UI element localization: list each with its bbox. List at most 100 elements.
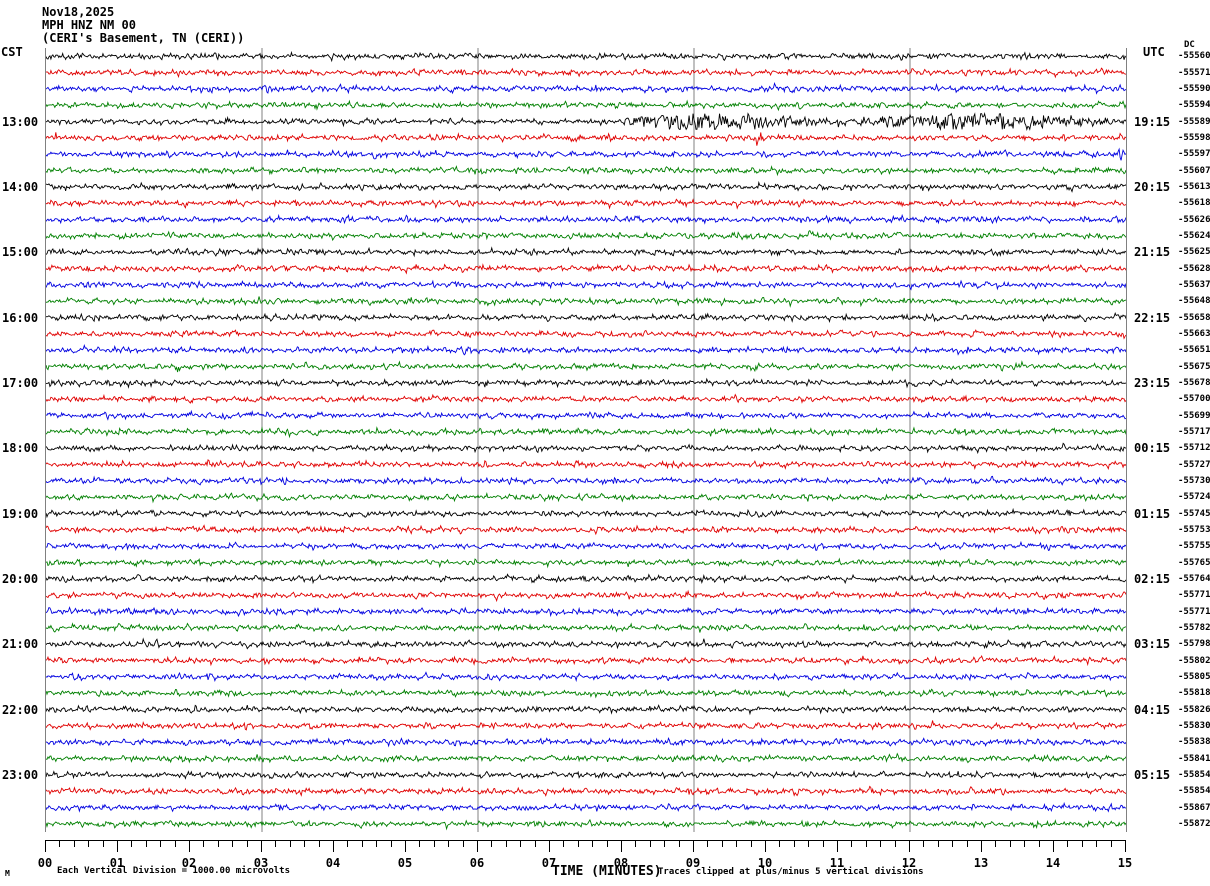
x-tick-minor (304, 841, 305, 847)
dc-value-45: -55854 (1178, 786, 1210, 797)
seismic-trace-14 (46, 279, 1126, 291)
seismic-trace-21 (46, 393, 1126, 404)
x-tick-minor (1067, 841, 1068, 847)
x-tick-minor (160, 841, 161, 847)
right-time-label-2: 21:15 (1134, 245, 1171, 260)
seismic-trace-24 (46, 442, 1126, 455)
dc-value-43: -55841 (1178, 753, 1210, 764)
x-tick-minor (938, 841, 939, 847)
dc-value-11: -55624 (1178, 230, 1210, 241)
dc-value-40: -55826 (1178, 704, 1210, 715)
x-tick-label: 04 (325, 856, 341, 870)
scale-footnote: Each Vertical Division = 1000.00 microvo… (57, 866, 290, 876)
seismic-trace-30 (46, 540, 1126, 552)
x-tick-major (837, 841, 838, 852)
seismic-trace-15 (46, 296, 1126, 308)
x-tick-minor (535, 841, 536, 847)
dc-value-13: -55628 (1178, 263, 1210, 274)
corner-mark: M (5, 869, 10, 878)
seismogram-traces (46, 48, 1126, 832)
x-tick-label: 05 (397, 856, 413, 870)
x-tick-minor (131, 841, 132, 847)
seismic-trace-6 (46, 147, 1126, 161)
dc-value-28: -55745 (1178, 508, 1210, 519)
x-tick-major (981, 841, 982, 852)
seismic-trace-1 (46, 67, 1126, 79)
seismic-trace-40 (46, 704, 1126, 716)
x-tick-label: 02 (181, 856, 197, 870)
header-date: Nov18,2025 (42, 5, 115, 19)
seismic-trace-16 (46, 311, 1126, 323)
dc-value-32: -55764 (1178, 573, 1210, 584)
seismic-trace-26 (46, 475, 1126, 486)
x-tick-minor (520, 841, 521, 847)
right-time-label-6: 01:15 (1134, 506, 1171, 521)
x-tick-minor (866, 841, 867, 847)
seismic-trace-12 (46, 246, 1126, 258)
x-tick-major (549, 841, 550, 852)
dc-value-33: -55771 (1178, 590, 1210, 601)
dc-value-6: -55597 (1178, 149, 1210, 160)
seismic-trace-38 (46, 671, 1126, 683)
dc-value-23: -55717 (1178, 426, 1210, 437)
x-tick-major (45, 841, 46, 852)
x-tick-minor (347, 841, 348, 847)
seismic-trace-36 (46, 637, 1126, 650)
dc-value-20: -55678 (1178, 377, 1210, 388)
seismic-trace-7 (46, 165, 1126, 177)
x-tick-minor (578, 841, 579, 847)
left-time-label-1: 14:00 (2, 179, 39, 194)
x-tick-minor (146, 841, 147, 847)
seismic-trace-45 (46, 785, 1126, 797)
right-time-label-1: 20:15 (1134, 179, 1171, 194)
seismic-trace-5 (46, 132, 1126, 146)
x-tick-label: 12 (901, 856, 917, 870)
dc-value-16: -55658 (1178, 312, 1210, 323)
x-tick-major (621, 841, 622, 852)
x-tick-minor (808, 841, 809, 847)
seismic-trace-23 (46, 426, 1126, 439)
x-tick-minor (74, 841, 75, 847)
x-tick-minor (290, 841, 291, 847)
x-tick-minor (1039, 841, 1040, 847)
dc-value-36: -55798 (1178, 639, 1210, 650)
seismic-trace-11 (46, 230, 1126, 242)
x-tick-label: 09 (685, 856, 701, 870)
x-tick-minor (751, 841, 752, 847)
x-tick-minor (463, 841, 464, 847)
left-time-label-10: 23:00 (2, 767, 39, 782)
seismic-trace-13 (46, 263, 1126, 275)
x-tick-major (1053, 841, 1054, 852)
dc-value-7: -55607 (1178, 165, 1210, 176)
x-tick-minor (275, 841, 276, 847)
seismic-trace-25 (46, 459, 1126, 471)
dc-value-19: -55675 (1178, 361, 1210, 372)
dc-value-5: -55598 (1178, 132, 1210, 143)
dc-value-18: -55651 (1178, 345, 1210, 356)
x-tick-minor (203, 841, 204, 847)
seismic-trace-27 (46, 492, 1126, 504)
x-tick-minor (175, 841, 176, 847)
dc-value-42: -55838 (1178, 737, 1210, 748)
x-tick-major (405, 841, 406, 852)
right-time-label-8: 03:15 (1134, 637, 1171, 652)
x-tick-label: 00 (37, 856, 53, 870)
left-time-label-2: 15:00 (2, 245, 39, 260)
dc-value-39: -55818 (1178, 688, 1210, 699)
seismic-trace-41 (46, 720, 1126, 731)
x-tick-major (189, 841, 190, 852)
left-time-label-7: 20:00 (2, 571, 39, 586)
seismic-trace-35 (46, 622, 1126, 633)
left-time-label-3: 16:00 (2, 310, 39, 325)
x-tick-minor (362, 841, 363, 847)
x-tick-label: 10 (757, 856, 773, 870)
x-tick-major (117, 841, 118, 852)
x-tick-minor (448, 841, 449, 847)
x-tick-minor (995, 841, 996, 847)
right-time-label-5: 00:15 (1134, 441, 1171, 456)
seismic-trace-37 (46, 654, 1126, 667)
left-time-label-6: 19:00 (2, 506, 39, 521)
seismic-trace-43 (46, 752, 1126, 764)
dc-value-14: -55637 (1178, 279, 1210, 290)
seismic-trace-39 (46, 688, 1126, 699)
